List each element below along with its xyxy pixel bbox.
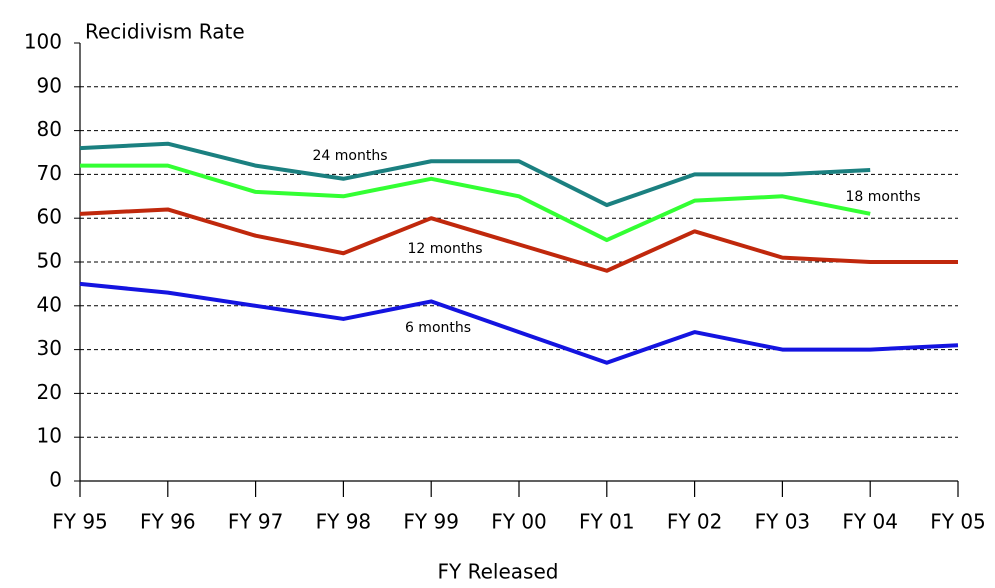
- x-axis-title: FY Released: [438, 560, 559, 584]
- x-tick-label: FY 96: [140, 510, 196, 534]
- x-tick-label: FY 05: [930, 510, 986, 534]
- series-line: [80, 163, 871, 243]
- x-tick-label: FY 03: [755, 510, 811, 534]
- y-tick-label: 90: [37, 73, 62, 97]
- y-tick-label: 60: [37, 205, 62, 229]
- x-tick-label: FY 00: [491, 510, 547, 534]
- y-tick-label: 0: [49, 468, 62, 492]
- y-tick-label: 50: [37, 249, 62, 273]
- y-tick-label: 10: [37, 424, 62, 448]
- x-tick-label: FY 04: [842, 510, 898, 534]
- chart-title: Recidivism Rate: [85, 20, 245, 44]
- y-tick-label: 40: [37, 292, 62, 316]
- y-tick-label: 70: [37, 161, 62, 185]
- series-label: 6 months: [405, 320, 471, 336]
- x-tick-label: FY 02: [667, 510, 723, 534]
- series-label: 12 months: [408, 241, 483, 257]
- x-tick-label: FY 98: [316, 510, 372, 534]
- x-tick-label: FY 95: [52, 510, 108, 534]
- series-label: 18 months: [846, 189, 921, 205]
- y-tick-label: 20: [37, 380, 62, 404]
- y-tick-label: 80: [37, 117, 62, 141]
- y-tick-label: 30: [37, 336, 62, 360]
- series-line: [79, 141, 871, 208]
- series-line: [79, 281, 959, 365]
- x-tick-label: FY 99: [403, 510, 459, 534]
- series-label: 24 months: [313, 148, 388, 164]
- y-tick-label: 100: [24, 30, 62, 54]
- x-tick-label: FY 97: [228, 510, 284, 534]
- x-tick-label: FY 01: [579, 510, 635, 534]
- series-line: [79, 207, 958, 273]
